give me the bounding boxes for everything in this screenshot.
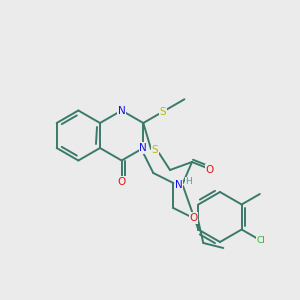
Text: O: O	[206, 165, 214, 175]
Text: N: N	[118, 106, 125, 116]
Text: O: O	[189, 213, 197, 223]
Text: S: S	[160, 107, 166, 117]
Text: S: S	[152, 145, 158, 155]
Text: H: H	[186, 178, 192, 187]
Text: N: N	[140, 143, 147, 153]
Text: Cl: Cl	[256, 236, 266, 244]
Text: O: O	[118, 177, 126, 187]
Text: N: N	[175, 180, 183, 190]
